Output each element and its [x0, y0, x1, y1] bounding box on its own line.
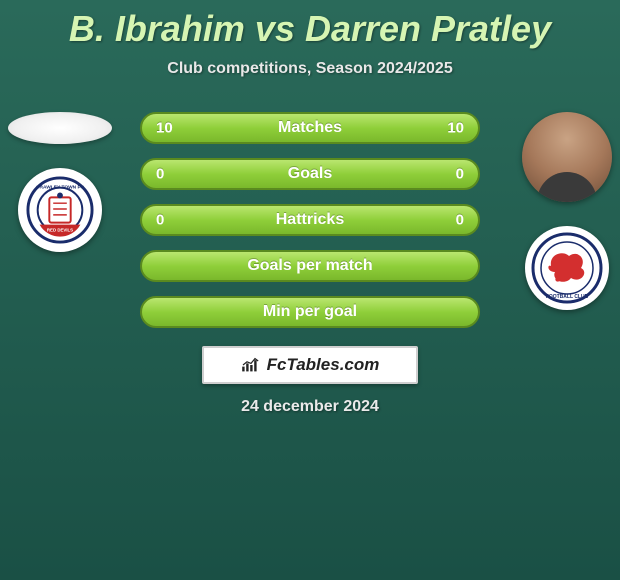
svg-text:FOOTBALL CLUB: FOOTBALL CLUB	[546, 294, 589, 300]
crawley-badge-icon: CRAWLEY TOWN FC RED DEVILS	[26, 176, 94, 244]
comparison-date: 24 december 2024	[0, 398, 620, 416]
club-badge-right: FOOTBALL CLUB	[525, 226, 609, 310]
stat-left-value: 0	[156, 212, 164, 229]
stat-left-value: 0	[156, 166, 164, 183]
stat-label: Hattricks	[276, 211, 344, 229]
stat-label: Matches	[278, 119, 342, 137]
stat-label: Min per goal	[263, 303, 357, 321]
svg-text:RED DEVILS: RED DEVILS	[47, 227, 73, 232]
stat-right-value: 0	[456, 212, 464, 229]
page-title: B. Ibrahim vs Darren Pratley	[0, 0, 620, 50]
stat-left-value: 10	[156, 120, 173, 137]
stat-bar-goals: 0 Goals 0	[140, 158, 480, 190]
club-badge-left: CRAWLEY TOWN FC RED DEVILS	[18, 168, 102, 252]
chart-icon	[241, 357, 261, 373]
svg-text:CRAWLEY TOWN FC: CRAWLEY TOWN FC	[36, 185, 84, 191]
stat-bar-min-per-goal: Min per goal	[140, 296, 480, 328]
right-player-column: FOOTBALL CLUB	[522, 112, 612, 310]
comparison-content: CRAWLEY TOWN FC RED DEVILS FOOTBALL CLUB…	[0, 112, 620, 416]
player-photo-right	[522, 112, 612, 202]
stat-right-value: 0	[456, 166, 464, 183]
stat-right-value: 10	[447, 120, 464, 137]
left-player-column: CRAWLEY TOWN FC RED DEVILS	[8, 112, 112, 252]
stat-bar-goals-per-match: Goals per match	[140, 250, 480, 282]
stat-bars: 10 Matches 10 0 Goals 0 0 Hattricks 0 Go…	[140, 112, 480, 328]
brand-box: FcTables.com	[202, 346, 418, 384]
stat-bar-hattricks: 0 Hattricks 0	[140, 204, 480, 236]
stat-label: Goals	[288, 165, 332, 183]
leyton-orient-badge-icon: FOOTBALL CLUB	[531, 232, 603, 304]
page-subtitle: Club competitions, Season 2024/2025	[0, 60, 620, 78]
brand-name: FcTables.com	[267, 355, 380, 375]
stat-bar-matches: 10 Matches 10	[140, 112, 480, 144]
stat-label: Goals per match	[247, 257, 372, 275]
player-photo-left-placeholder	[8, 112, 112, 144]
